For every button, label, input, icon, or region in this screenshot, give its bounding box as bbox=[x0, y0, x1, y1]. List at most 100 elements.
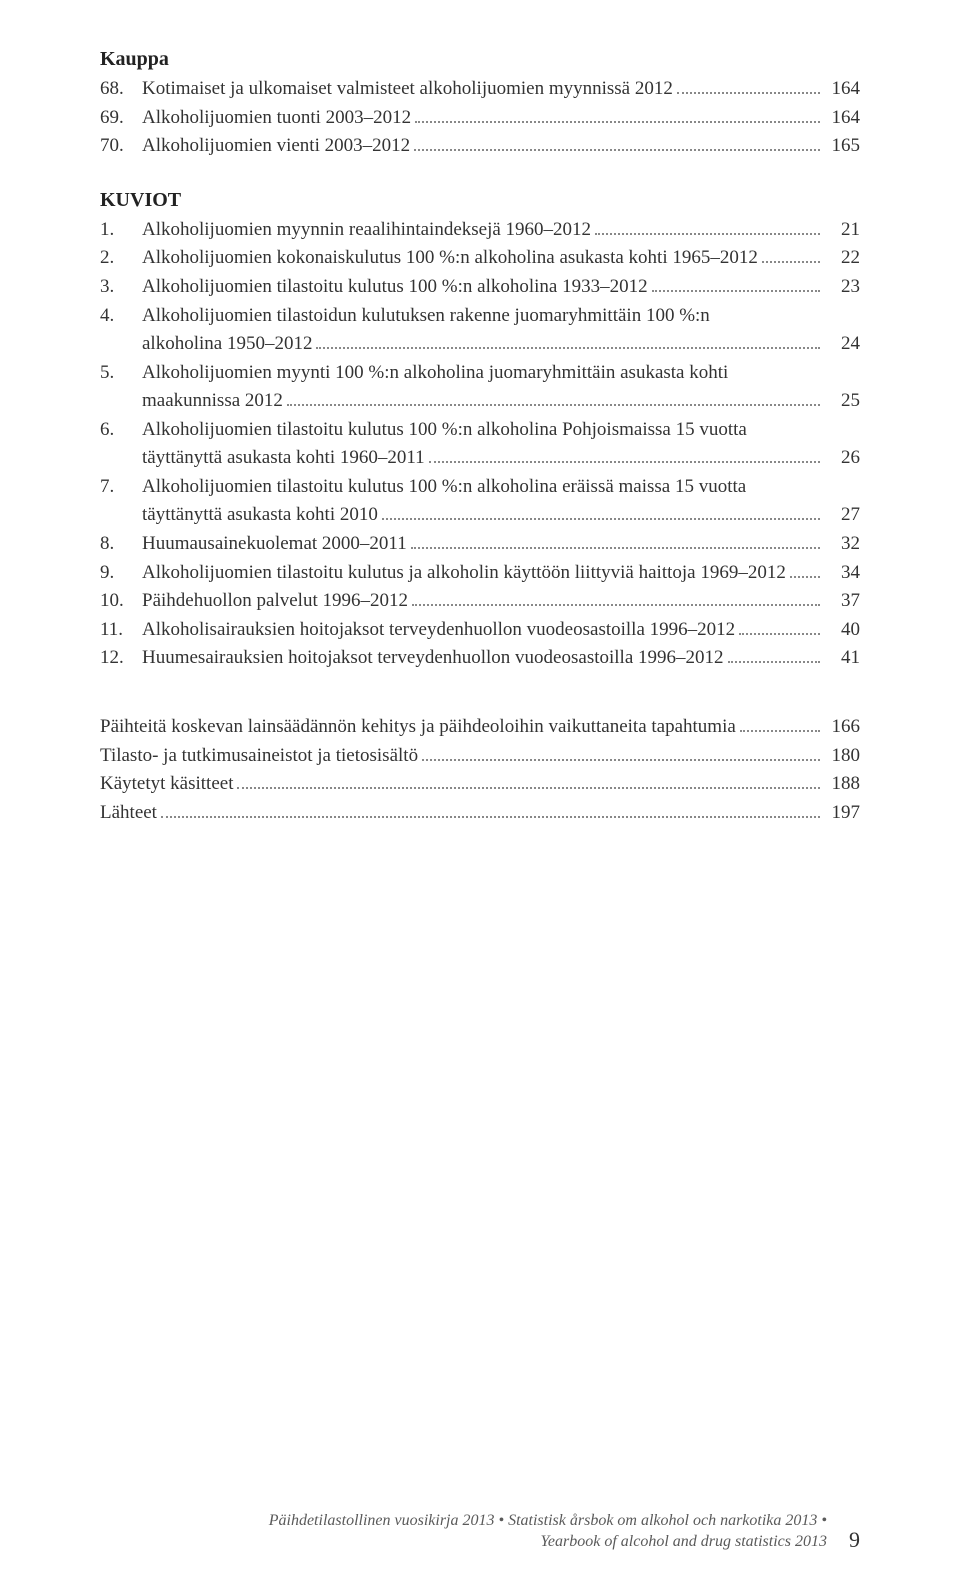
toc-entry: 70. Alkoholijuomien vienti 2003–2012 165 bbox=[100, 132, 860, 161]
toc-entry: 12. Huumesairauksien hoitojaksot terveyd… bbox=[100, 644, 860, 673]
toc-page: 26 bbox=[824, 444, 860, 473]
toc-label-wrap: Huumausainekuolemat 2000–2011 32 bbox=[142, 530, 860, 559]
dots bbox=[739, 616, 820, 635]
toc-label: Alkoholijuomien tilastoitu kulutus 100 %… bbox=[142, 273, 648, 302]
toc-page: 180 bbox=[824, 742, 860, 771]
toc-entry: 6. Alkoholijuomien tilastoitu kulutus 10… bbox=[100, 416, 860, 473]
toc-page: 23 bbox=[824, 273, 860, 302]
kauppa-list: 68. Kotimaiset ja ulkomaiset valmisteet … bbox=[100, 75, 860, 161]
toc-entry: 69. Alkoholijuomien tuonti 2003–2012 164 bbox=[100, 104, 860, 133]
dots bbox=[414, 132, 820, 151]
toc-num: 10. bbox=[100, 587, 142, 616]
footer-line2: Yearbook of alcohol and drug statistics … bbox=[269, 1531, 827, 1553]
toc-num: 70. bbox=[100, 132, 142, 161]
toc-num: 1. bbox=[100, 216, 142, 245]
kauppa-heading: Kauppa bbox=[100, 48, 860, 71]
toc-label-wrap: Alkoholijuomien tilastoitu kulutus 100 %… bbox=[142, 473, 860, 530]
toc-entry: 8. Huumausainekuolemat 2000–2011 32 bbox=[100, 530, 860, 559]
toc-label-wrap: Alkoholijuomien kokonaiskulutus 100 %:n … bbox=[142, 244, 860, 273]
toc-label-wrap: Lähteet 197 bbox=[100, 799, 860, 828]
dots bbox=[728, 644, 820, 663]
toc-entry: Käytetyt käsitteet 188 bbox=[100, 770, 860, 799]
toc-num: 69. bbox=[100, 104, 142, 133]
toc-label-wrap: Päihdehuollon palvelut 1996–2012 37 bbox=[142, 587, 860, 616]
toc-page: 166 bbox=[824, 713, 860, 742]
toc-label-wrap: Alkoholijuomien tilastoitu kulutus 100 %… bbox=[142, 416, 860, 473]
toc-entry: 11. Alkoholisairauksien hoitojaksot terv… bbox=[100, 616, 860, 645]
dots bbox=[382, 501, 820, 520]
toc-page: 197 bbox=[824, 799, 860, 828]
toc-label: Päihdehuollon palvelut 1996–2012 bbox=[142, 587, 408, 616]
toc-label: Tilasto- ja tutkimusaineistot ja tietosi… bbox=[100, 742, 418, 771]
toc-label-wrap: Käytetyt käsitteet 188 bbox=[100, 770, 860, 799]
toc-label: Alkoholisairauksien hoitojaksot terveyde… bbox=[142, 616, 735, 645]
toc-label: Päihteitä koskevan lainsäädännön kehitys… bbox=[100, 713, 736, 742]
toc-num: 5. bbox=[100, 359, 142, 388]
toc-page: 40 bbox=[824, 616, 860, 645]
footer-text: Päihdetilastollinen vuosikirja 2013 • St… bbox=[269, 1510, 827, 1553]
toc-page: 32 bbox=[824, 530, 860, 559]
toc-label-wrap: Alkoholisairauksien hoitojaksot terveyde… bbox=[142, 616, 860, 645]
toc-label: Alkoholijuomien kokonaiskulutus 100 %:n … bbox=[142, 244, 758, 273]
dots bbox=[595, 216, 820, 235]
toc-line: Kotimaiset ja ulkomaiset valmisteet alko… bbox=[142, 75, 860, 104]
toc-page: 34 bbox=[824, 559, 860, 588]
toc-label-wrap: Alkoholijuomien tuonti 2003–2012 164 bbox=[142, 104, 860, 133]
toc-label: Kotimaiset ja ulkomaiset valmisteet alko… bbox=[142, 75, 673, 104]
toc-page: 165 bbox=[824, 132, 860, 161]
dots bbox=[287, 387, 820, 406]
toc-entry: Lähteet 197 bbox=[100, 799, 860, 828]
toc-label: Alkoholijuomien tilastoitu kulutus 100 %… bbox=[142, 473, 746, 502]
toc-entry: 4. Alkoholijuomien tilastoidun kulutukse… bbox=[100, 302, 860, 359]
toc-entry: 7. Alkoholijuomien tilastoitu kulutus 10… bbox=[100, 473, 860, 530]
page: Kauppa 68. Kotimaiset ja ulkomaiset valm… bbox=[0, 0, 960, 1587]
toc-num: 11. bbox=[100, 616, 142, 645]
toc-label-wrap: Kotimaiset ja ulkomaiset valmisteet alko… bbox=[142, 75, 860, 104]
toc-entry: 1. Alkoholijuomien myynnin reaalihintain… bbox=[100, 216, 860, 245]
toc-label-wrap: Alkoholijuomien tilastoidun kulutuksen r… bbox=[142, 302, 860, 359]
footer: Päihdetilastollinen vuosikirja 2013 • St… bbox=[100, 1510, 860, 1553]
toc-page: 164 bbox=[824, 104, 860, 133]
toc-label-wrap: Alkoholijuomien vienti 2003–2012 165 bbox=[142, 132, 860, 161]
toc-entry: Tilasto- ja tutkimusaineistot ja tietosi… bbox=[100, 742, 860, 771]
toc-page: 25 bbox=[824, 387, 860, 416]
toc-label-wrap: Tilasto- ja tutkimusaineistot ja tietosi… bbox=[100, 742, 860, 771]
appendix-list: Päihteitä koskevan lainsäädännön kehitys… bbox=[100, 713, 860, 827]
toc-label: Käytetyt käsitteet bbox=[100, 770, 233, 799]
toc-label: Alkoholijuomien myynti 100 %:n alkoholin… bbox=[142, 359, 728, 388]
toc-num: 12. bbox=[100, 644, 142, 673]
toc-label-wrap: Huumesairauksien hoitojaksot terveydenhu… bbox=[142, 644, 860, 673]
toc-page: 188 bbox=[824, 770, 860, 799]
toc-num: 8. bbox=[100, 530, 142, 559]
toc-entry: 3. Alkoholijuomien tilastoitu kulutus 10… bbox=[100, 273, 860, 302]
toc-label: Alkoholijuomien tilastoitu kulutus 100 %… bbox=[142, 416, 747, 445]
toc-entry: 2. Alkoholijuomien kokonaiskulutus 100 %… bbox=[100, 244, 860, 273]
kuviot-list: 1. Alkoholijuomien myynnin reaalihintain… bbox=[100, 216, 860, 673]
footer-line1: Päihdetilastollinen vuosikirja 2013 • St… bbox=[269, 1510, 827, 1532]
toc-num: 6. bbox=[100, 416, 142, 445]
toc-label-wrap: Alkoholijuomien myynnin reaalihintaindek… bbox=[142, 216, 860, 245]
toc-label-cont: maakunnissa 2012 bbox=[142, 387, 283, 416]
dots bbox=[422, 742, 820, 761]
toc-label: Alkoholijuomien tilastoidun kulutuksen r… bbox=[142, 302, 710, 331]
toc-page: 27 bbox=[824, 501, 860, 530]
toc-label: Alkoholijuomien vienti 2003–2012 bbox=[142, 132, 410, 161]
dots bbox=[677, 75, 820, 94]
dots bbox=[740, 713, 820, 732]
toc-line: Alkoholijuomien tuonti 2003–2012 164 bbox=[142, 104, 860, 133]
toc-label-wrap: Alkoholijuomien tilastoitu kulutus 100 %… bbox=[142, 273, 860, 302]
toc-label: Huumausainekuolemat 2000–2011 bbox=[142, 530, 407, 559]
toc-page: 164 bbox=[824, 75, 860, 104]
dots bbox=[161, 799, 820, 818]
toc-label: Lähteet bbox=[100, 799, 157, 828]
toc-num: 2. bbox=[100, 244, 142, 273]
toc-num: 9. bbox=[100, 559, 142, 588]
toc-num: 3. bbox=[100, 273, 142, 302]
toc-num: 4. bbox=[100, 302, 142, 331]
dots bbox=[790, 559, 820, 578]
toc-label-cont: alkoholina 1950–2012 bbox=[142, 330, 312, 359]
dots bbox=[652, 273, 820, 292]
footer-page-number: 9 bbox=[849, 1527, 860, 1553]
toc-page: 21 bbox=[824, 216, 860, 245]
toc-page: 37 bbox=[824, 587, 860, 616]
